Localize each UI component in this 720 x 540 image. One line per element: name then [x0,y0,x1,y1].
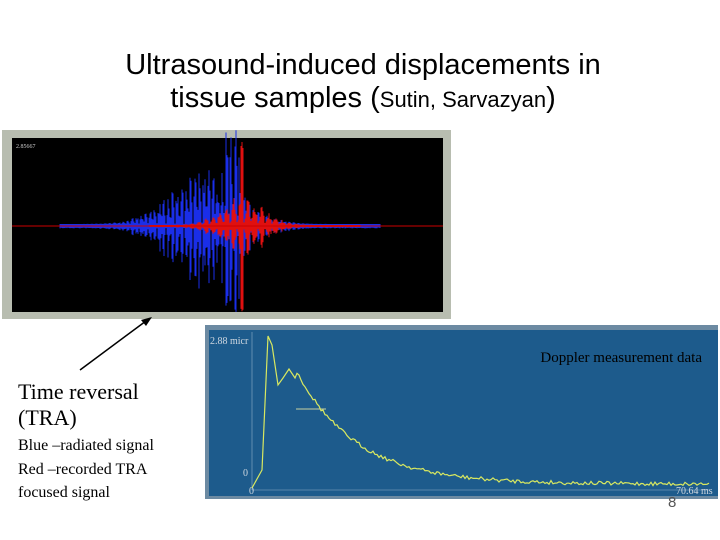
doppler-caption: Doppler measurement data [540,350,702,366]
x-label: 70.64 ms [676,486,713,497]
y-label: 0 [243,468,248,479]
tra-label: Time reversal (TRA) [18,379,139,431]
y-label: 2.88 micr [210,336,249,347]
title-line: tissue samples (Sutin, Sarvazyan) [0,82,720,116]
title-authors: Sutin, Sarvazyan [379,87,547,112]
note-line: focused signal [18,484,110,501]
note-line: Red –recorded TRA [18,460,148,478]
label-line: (TRA) [18,405,77,430]
arrow-head [141,317,152,326]
arrow [79,320,147,371]
doppler-curve [251,335,710,489]
title-line: Ultrasound-induced displacements in [125,49,601,81]
doppler-screen [209,330,718,496]
title-text: ) [546,82,556,114]
title-text: tissue samples ( [170,82,380,114]
tra-notes: Blue –radiated signal Red –recorded TRA fo… [18,434,154,505]
x-label: 0 [249,486,254,497]
page-number: 8 [668,494,677,511]
label-line: Time reversal [18,379,139,404]
note-line: Blue –radiated signal [18,437,154,454]
scope-readout: 2.85667 [16,144,36,150]
